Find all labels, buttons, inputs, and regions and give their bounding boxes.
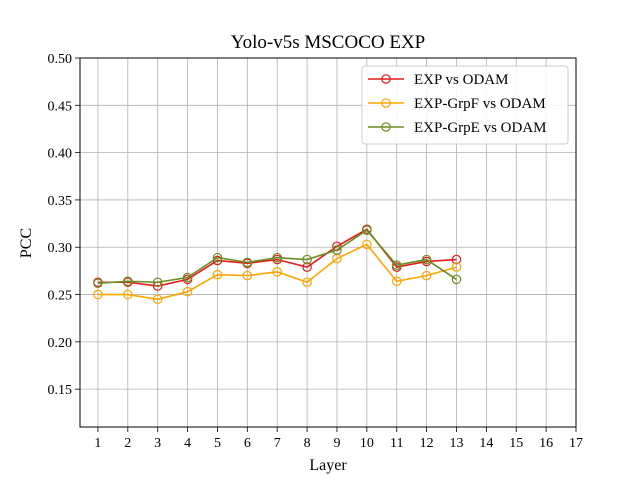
x-tick-label: 15 bbox=[509, 436, 523, 451]
data-point bbox=[212, 269, 223, 280]
data-point bbox=[332, 245, 342, 255]
legend-marker bbox=[381, 74, 391, 84]
x-tick-label: 13 bbox=[449, 436, 463, 451]
series-line bbox=[97, 229, 457, 284]
series-line bbox=[97, 243, 457, 301]
grid-lines bbox=[80, 57, 577, 427]
data-point bbox=[451, 254, 462, 265]
data-point bbox=[242, 257, 253, 268]
series-layer bbox=[93, 224, 462, 305]
data-point bbox=[451, 274, 462, 285]
legend-item: EXP-GrpE vs ODAM bbox=[368, 120, 547, 136]
plot-frame bbox=[79, 57, 577, 428]
x-tick-label: 1 bbox=[94, 436, 101, 451]
data-point bbox=[302, 254, 312, 265]
data-point bbox=[362, 239, 372, 250]
data-point bbox=[272, 267, 283, 277]
x-tick-label: 3 bbox=[154, 436, 161, 451]
data-point bbox=[302, 277, 312, 288]
x-tick-label: 4 bbox=[184, 436, 191, 451]
data-point bbox=[123, 289, 133, 300]
data-point bbox=[302, 262, 312, 272]
y-tick-label: 0.25 bbox=[48, 289, 73, 304]
y-tick-label: 0.50 bbox=[48, 52, 73, 67]
chart-title: Yolo-v5s MSCOCO EXP bbox=[231, 32, 425, 53]
x-tick-label: 17 bbox=[569, 436, 583, 451]
data-point bbox=[93, 289, 103, 300]
series-3 bbox=[93, 225, 462, 288]
legend-marker bbox=[381, 122, 391, 132]
x-tick-label: 5 bbox=[214, 436, 221, 451]
legend: EXP vs ODAM EXP-GrpF vs ODAM EXP-GrpE vs O… bbox=[361, 65, 569, 145]
x-tick-label: 2 bbox=[124, 436, 131, 451]
data-point bbox=[362, 225, 372, 235]
x-tick-label: 10 bbox=[360, 436, 374, 451]
legend-label: EXP vs ODAM bbox=[414, 72, 508, 88]
data-point bbox=[152, 277, 163, 288]
data-point bbox=[93, 278, 103, 288]
x-tick-label: 11 bbox=[390, 436, 403, 451]
y-tick-label: 0.45 bbox=[48, 99, 73, 114]
legend-item: EXP-GrpF vs ODAM bbox=[368, 96, 546, 112]
data-point bbox=[182, 272, 193, 283]
data-point bbox=[391, 276, 402, 287]
y-tick-label: 0.20 bbox=[48, 336, 73, 351]
y-axis-ticks: 0.15 0.20 0.25 0.30 0.35 0.40 0.45 0.50 bbox=[48, 52, 80, 398]
legend-label: EXP-GrpF vs ODAM bbox=[414, 96, 546, 112]
series-2 bbox=[93, 239, 462, 305]
x-tick-label: 8 bbox=[304, 436, 311, 451]
legend-item: EXP vs ODAM bbox=[368, 72, 508, 88]
data-point bbox=[391, 260, 402, 271]
x-tick-label: 12 bbox=[420, 436, 434, 451]
y-tick-label: 0.15 bbox=[48, 383, 73, 398]
y-tick-label: 0.30 bbox=[48, 241, 73, 256]
x-tick-label: 7 bbox=[274, 436, 281, 451]
data-point bbox=[272, 252, 283, 263]
data-point bbox=[451, 262, 462, 272]
y-tick-label: 0.35 bbox=[48, 194, 73, 209]
data-point bbox=[182, 286, 193, 297]
data-point bbox=[212, 252, 223, 263]
legend-marker bbox=[381, 98, 391, 108]
x-tick-label: 16 bbox=[539, 436, 553, 451]
x-tick-label: 6 bbox=[244, 436, 251, 451]
data-point bbox=[421, 254, 432, 265]
legend-box bbox=[361, 65, 569, 145]
x-tick-label: 14 bbox=[479, 436, 493, 451]
data-point bbox=[242, 270, 253, 281]
x-tick-label: 9 bbox=[333, 436, 340, 451]
legend-label: EXP-GrpE vs ODAM bbox=[414, 120, 547, 136]
data-point bbox=[123, 276, 133, 287]
data-point bbox=[421, 270, 432, 281]
x-axis-label: Layer bbox=[309, 457, 347, 474]
y-axis-label: PCC bbox=[18, 228, 35, 258]
y-tick-label: 0.40 bbox=[48, 147, 73, 162]
data-point bbox=[152, 294, 163, 305]
x-axis-ticks: 1 2 3 4 5 6 7 8 9 10 11 12 13 14 15 16 17 bbox=[94, 427, 583, 451]
